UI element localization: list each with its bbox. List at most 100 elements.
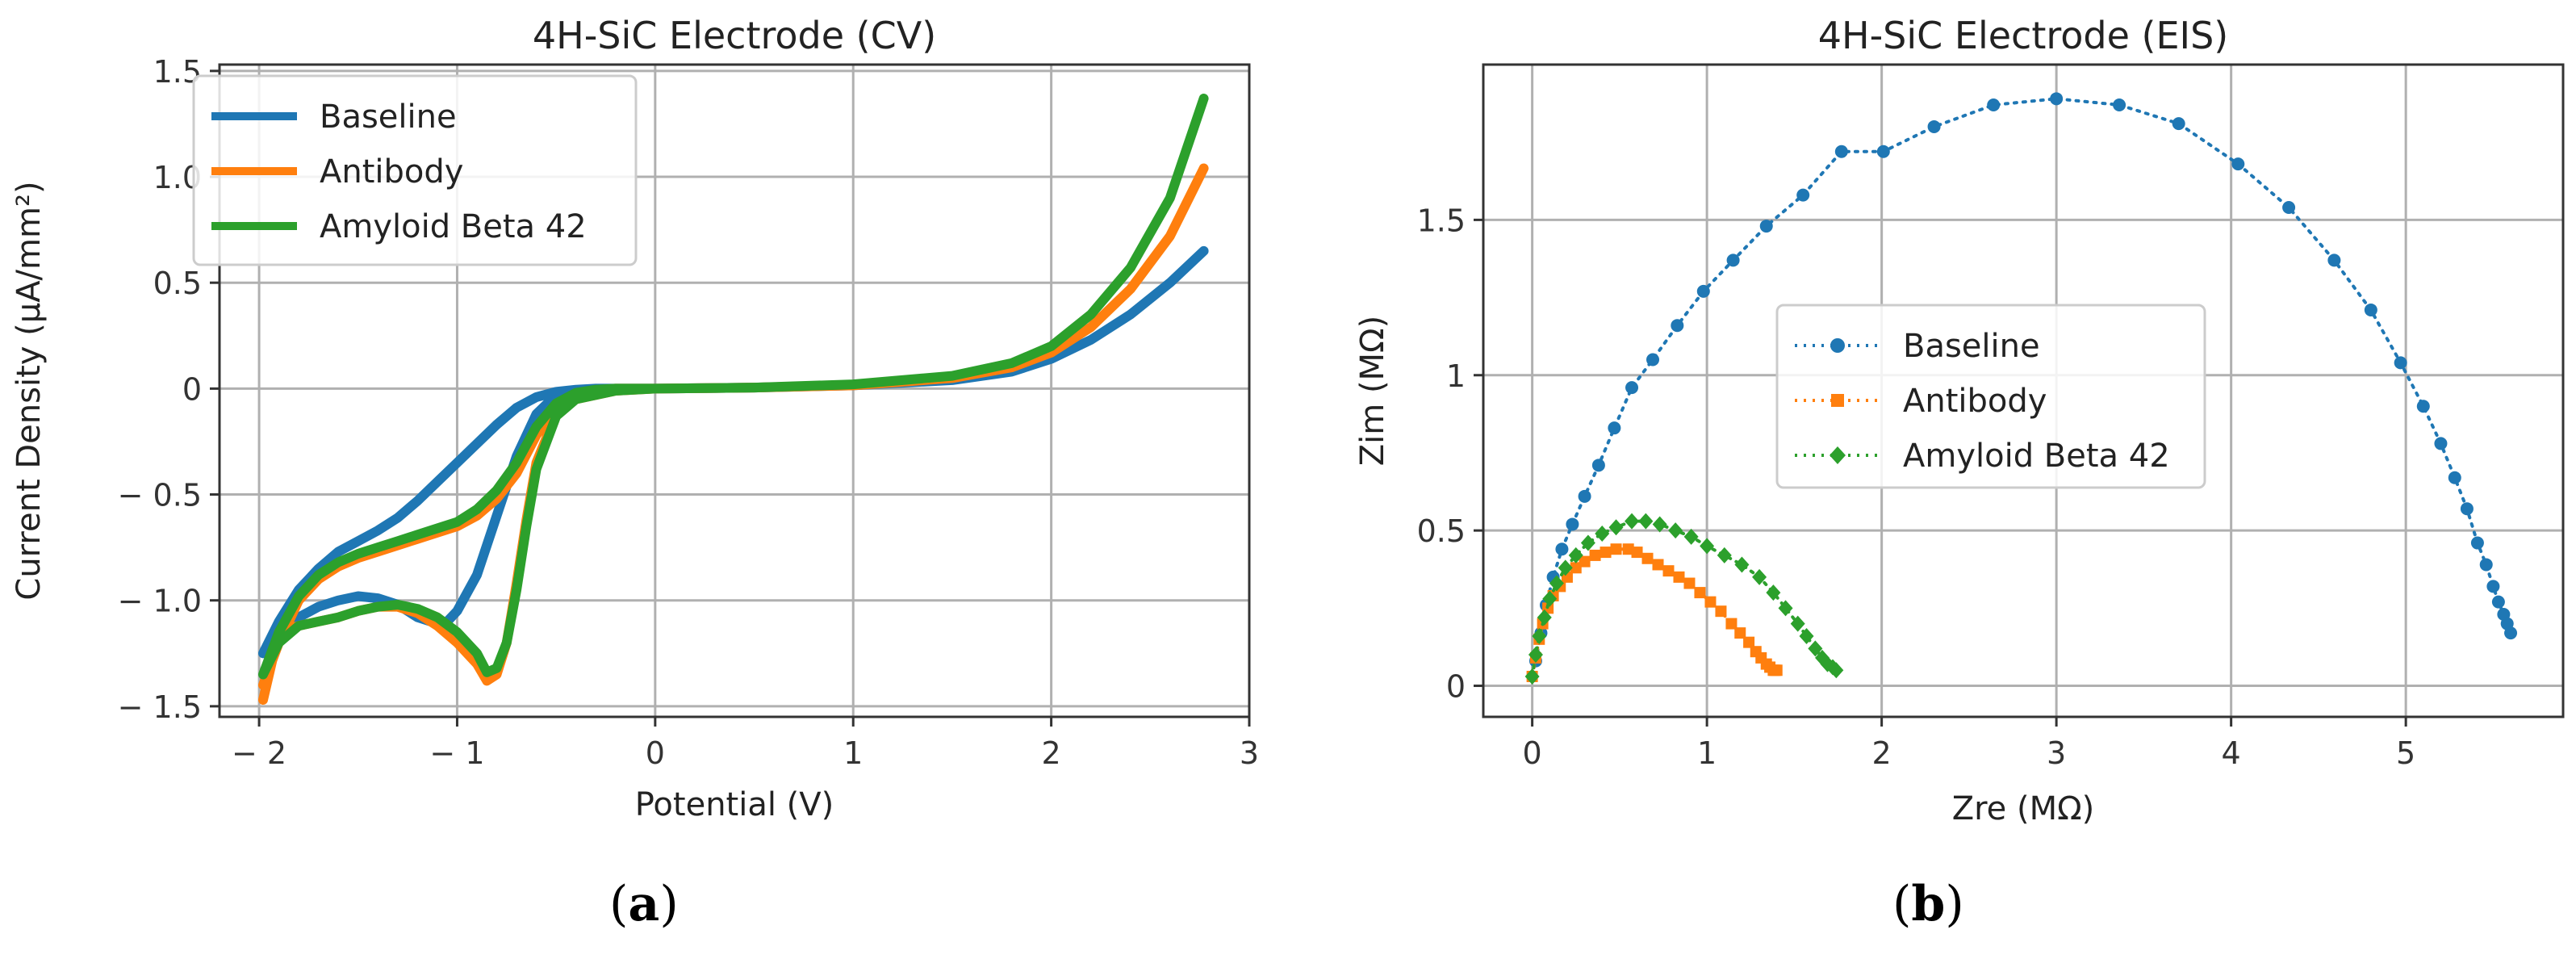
x-tick-label: 1 bbox=[843, 735, 863, 771]
data-point bbox=[1715, 605, 1727, 618]
panel-label-b: (b) bbox=[1892, 876, 1964, 932]
data-point bbox=[1771, 664, 1783, 676]
series-amyloid-beta-42 bbox=[1524, 513, 1844, 685]
data-point bbox=[1683, 528, 1699, 545]
data-point bbox=[1625, 381, 1639, 395]
y-tick-label: 0.5 bbox=[1417, 513, 1466, 549]
data-point bbox=[1668, 522, 1683, 539]
data-point bbox=[1808, 640, 1823, 657]
data-point bbox=[1694, 587, 1706, 599]
legend-label: Baseline bbox=[1903, 328, 2040, 365]
data-point bbox=[1876, 145, 1890, 158]
legend-item: Amyloid Beta 42 bbox=[211, 208, 587, 245]
data-point bbox=[1608, 519, 1624, 536]
y-tick-label: 1.5 bbox=[1417, 203, 1466, 238]
data-point bbox=[1652, 559, 1664, 571]
data-point bbox=[1537, 609, 1552, 626]
data-point bbox=[1631, 547, 1643, 559]
data-point bbox=[1570, 562, 1582, 574]
data-point bbox=[2282, 200, 2296, 214]
chart-eis: 0 1 2 3 4 5 0 0.5 1 1.5 4H-SiC Electrode (EIS) Zre … bbox=[1354, 14, 2565, 827]
legend-label: Amyloid Beta 42 bbox=[320, 208, 587, 245]
data-point bbox=[2470, 536, 2484, 550]
data-point bbox=[1683, 577, 1696, 589]
series-line bbox=[1534, 97, 2512, 663]
panel-label-a: (a) bbox=[609, 876, 679, 932]
data-point bbox=[2460, 502, 2474, 516]
data-point bbox=[2486, 580, 2500, 593]
data-point bbox=[1549, 575, 1564, 592]
data-point bbox=[1528, 647, 1543, 664]
data-point bbox=[1610, 543, 1622, 555]
data-point bbox=[1700, 538, 1715, 555]
data-point bbox=[2394, 356, 2407, 370]
series-baseline bbox=[258, 245, 1209, 659]
data-point bbox=[1927, 119, 1941, 133]
data-point bbox=[1987, 98, 2001, 112]
data-point bbox=[1671, 319, 1684, 333]
data-point bbox=[2172, 117, 2185, 131]
data-point bbox=[1595, 525, 1610, 542]
chart-cv: − 2− 1 0 1 2 3− 1.5− 1.0− 0.500.51.01.54H-Si… bbox=[10, 14, 1259, 823]
data-point bbox=[1566, 517, 1579, 531]
x-tick-label: 1 bbox=[1697, 735, 1717, 771]
legend-label: Antibody bbox=[320, 153, 463, 191]
data-point bbox=[1646, 353, 1660, 367]
data-point bbox=[1726, 253, 1740, 267]
legend-label: Baseline bbox=[320, 98, 457, 136]
x-tick-label: − 1 bbox=[429, 735, 484, 771]
y-tick-label: − 1.0 bbox=[118, 584, 202, 619]
y-tick-label: 0.5 bbox=[153, 266, 202, 301]
data-point bbox=[1542, 590, 1558, 607]
legend-marker bbox=[1831, 394, 1844, 407]
data-point bbox=[1580, 534, 1595, 551]
y-tick-label: − 0.5 bbox=[118, 478, 202, 513]
x-axis-label: Zre (MΩ) bbox=[1952, 790, 2095, 827]
data-point bbox=[2448, 471, 2461, 484]
data-point bbox=[1829, 662, 1844, 679]
legend-marker bbox=[1830, 446, 1846, 464]
data-point bbox=[1799, 627, 1814, 644]
data-point bbox=[2364, 303, 2377, 316]
x-tick-label: 3 bbox=[1240, 735, 1259, 771]
data-point bbox=[1579, 555, 1591, 568]
data-point bbox=[1759, 220, 1773, 233]
legend-item: Amyloid Beta 42 bbox=[1795, 438, 2170, 475]
data-point bbox=[1600, 547, 1612, 559]
x-tick-label: 2 bbox=[1872, 735, 1892, 771]
data-point bbox=[2416, 400, 2430, 413]
data-point bbox=[1752, 568, 1767, 585]
data-point bbox=[1578, 489, 1591, 503]
data-point bbox=[2479, 558, 2493, 572]
data-point bbox=[1790, 615, 1805, 632]
x-tick-label: 0 bbox=[646, 735, 665, 771]
data-point bbox=[1704, 596, 1717, 608]
legend-marker bbox=[1830, 338, 1845, 353]
y-tick-label: 0 bbox=[182, 371, 202, 407]
data-point bbox=[2504, 626, 2518, 640]
data-point bbox=[1696, 284, 1710, 298]
legend-item: Antibody bbox=[211, 153, 463, 191]
x-tick-label: 5 bbox=[2396, 735, 2415, 771]
data-point bbox=[1662, 565, 1675, 577]
y-tick-label: − 1.5 bbox=[118, 689, 202, 725]
y-axis-label: Current Density (μA/mm²) bbox=[10, 181, 48, 600]
data-point bbox=[1591, 459, 1605, 472]
legend-item: Antibody bbox=[1795, 383, 2047, 420]
x-tick-label: 3 bbox=[2047, 735, 2066, 771]
plot-frame bbox=[1482, 63, 2565, 718]
y-tick-label: 0 bbox=[1446, 669, 1466, 705]
chart-title: 4H-SiC Electrode (CV) bbox=[533, 14, 936, 57]
chart-title: 4H-SiC Electrode (EIS) bbox=[1818, 14, 2229, 57]
legend-box bbox=[192, 74, 638, 266]
x-axis-label: Potential (V) bbox=[635, 786, 834, 823]
y-axis-label: Zim (MΩ) bbox=[1354, 316, 1391, 466]
data-point bbox=[1796, 188, 1810, 202]
data-point bbox=[1558, 559, 1573, 576]
series-baseline bbox=[1528, 92, 2518, 668]
x-tick-label: − 2 bbox=[232, 735, 286, 771]
series-line bbox=[258, 245, 1209, 659]
legend-label: Amyloid Beta 42 bbox=[1903, 438, 2170, 475]
data-point bbox=[1625, 513, 1640, 530]
legend-box bbox=[1775, 304, 2206, 489]
